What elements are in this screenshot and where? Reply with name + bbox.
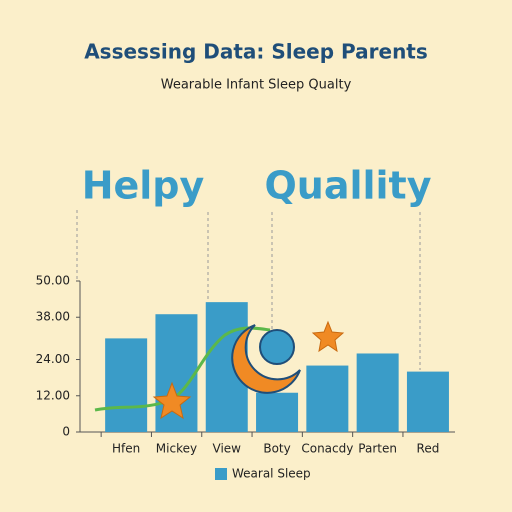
x-tick-label: Parten xyxy=(358,442,397,456)
decor-line xyxy=(94,326,271,412)
bar xyxy=(356,353,399,432)
star xyxy=(152,381,192,420)
bar xyxy=(105,338,148,432)
annotation: Helpy xyxy=(82,164,205,208)
x-tick-label: View xyxy=(213,442,242,456)
legend-label: Wearal Sleep xyxy=(232,467,311,481)
chart-subtitle: Wearable Infant Sleep Qualty xyxy=(161,78,352,93)
decor-lines xyxy=(76,210,421,370)
annotation: Quallity xyxy=(264,164,431,208)
legend-swatch xyxy=(215,468,227,480)
y-tick-label: 38.00 xyxy=(36,310,70,324)
x-tick-label: Red xyxy=(417,442,440,456)
moon xyxy=(231,324,301,394)
bar xyxy=(306,365,349,432)
bar xyxy=(256,392,299,432)
y-tick-label: 50.00 xyxy=(36,274,70,288)
x-tick-label: Conacdy xyxy=(301,442,353,456)
x-tick-label: Boty xyxy=(263,442,290,456)
x-tick-label: Mickey xyxy=(156,442,197,456)
bar xyxy=(406,371,449,432)
star xyxy=(311,320,345,353)
y-tick-label: 24.00 xyxy=(36,352,70,366)
y-tick-label: 0 xyxy=(62,425,70,439)
y-tick-label: 12.00 xyxy=(36,388,70,402)
chart-title: Assessing Data: Sleep Parents xyxy=(84,40,428,64)
moon-cloud xyxy=(259,329,295,365)
x-tick-label: Hfen xyxy=(112,442,140,456)
